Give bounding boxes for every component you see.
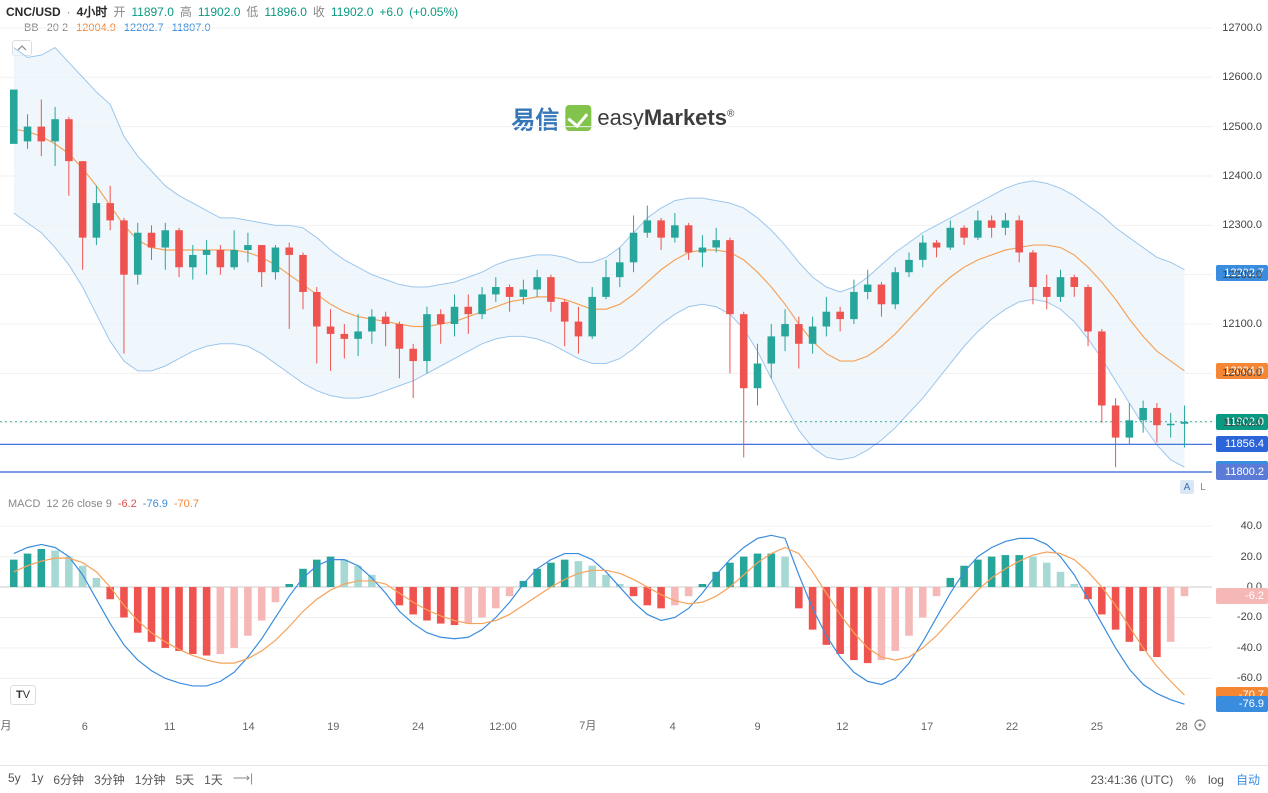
x-tick: 11 [164,721,175,733]
tradingview-logo[interactable]: TV [10,685,36,705]
x-tick: 17 [921,721,933,733]
symbol[interactable]: CNC/USD [6,5,61,19]
x-tick: 12:00 [489,721,517,733]
y-tick: 12700.0 [1222,22,1262,34]
macd-line-value: -76.9 [143,498,168,510]
a-badge[interactable]: A [1180,480,1194,494]
timeframe-option[interactable]: 1分钟 [135,771,166,788]
y-tick: -60.0 [1237,672,1262,684]
x-tick: 9 [754,721,760,733]
x-tick: 月 [1,717,12,733]
log-toggle[interactable]: log [1208,773,1224,787]
l-badge[interactable]: L [1196,480,1210,494]
macd-signal-value: -70.7 [174,498,199,510]
x-tick: 14 [242,721,254,733]
x-tick: 22 [1006,721,1018,733]
y-tick: 20.0 [1241,551,1262,563]
dot-sep: · [67,5,71,19]
timeframe-option[interactable]: 5天 [175,771,194,788]
macd-hist-value: -6.2 [118,498,137,510]
x-tick: 12 [836,721,848,733]
macd-pane[interactable] [0,514,1212,724]
timeframe-option[interactable]: 1天 [204,771,223,788]
al-badges: A L [1180,480,1210,494]
y-tick: 40.0 [1241,520,1262,532]
gear-icon [1192,717,1208,733]
y-tick: 11900.0 [1223,417,1262,429]
footer-right: 23:41:36 (UTC) % log 自动 [1091,771,1260,788]
timeframe-selector: 5y 1y 6分钟 3分钟 1分钟 5天 1天 ⟶| [8,771,253,788]
pct-toggle[interactable]: % [1185,773,1196,787]
y-tick: 12300.0 [1222,219,1262,231]
macd-label[interactable]: MACD [8,498,40,510]
y-tick: 12200.0 [1222,269,1262,281]
settings-button[interactable] [1192,717,1208,733]
y-tick: 12100.0 [1222,318,1262,330]
y-tick: 12000.0 [1222,367,1262,379]
x-tick: 6 [82,721,88,733]
y-tick: 12400.0 [1222,170,1262,182]
close-value: 11902.0 [331,5,374,19]
timeframe-option[interactable]: 3分钟 [94,771,125,788]
x-tick: 28 [1176,721,1188,733]
chart-container: CNC/USD · 4小时 开11897.0 高11902.0 低11896.0… [0,0,1268,763]
y-tick: -40.0 [1237,642,1262,654]
high-value: 11902.0 [198,5,241,19]
change-value: +6.0 [379,5,403,19]
timeframe-option[interactable]: 6分钟 [53,771,84,788]
timeframe-option[interactable]: 5y [8,771,21,788]
y-tick: 12500.0 [1222,121,1262,133]
macd-tag: -76.9 [1216,696,1268,712]
clock[interactable]: 23:41:36 (UTC) [1091,773,1174,787]
x-tick: 19 [327,721,339,733]
x-tick: 7月 [579,717,596,733]
macd-params: 12 26 close 9 [46,498,111,510]
low-value: 11896.0 [264,5,307,19]
auto-toggle[interactable]: 自动 [1236,771,1260,788]
x-tick: 24 [412,721,424,733]
macd-header: MACD 12 26 close 9 -6.2 -76.9 -70.7 [8,498,199,510]
y-tick: 12600.0 [1222,71,1262,83]
footer: 5y 1y 6分钟 3分钟 1分钟 5天 1天 ⟶| 23:41:36 (UTC) % log… [0,765,1268,793]
x-axis: 月 6 11 14 19 24 12:00 7月 4 9 12 17 22 25 28 [0,715,1212,735]
x-tick: 4 [670,721,676,733]
macd-tag: -6.2 [1216,588,1268,604]
y-tick: -20.0 [1237,611,1262,623]
open-value: 11897.0 [131,5,174,19]
change-pct: (+0.05%) [409,5,458,19]
main-price-pane[interactable] [0,18,1212,482]
timeframe-option[interactable]: 1y [31,771,44,788]
price-tag: 11856.4 [1216,436,1268,452]
price-tag: 11800.2 [1216,464,1268,480]
goto-date-icon[interactable]: ⟶| [233,771,253,788]
x-tick: 25 [1091,721,1103,733]
